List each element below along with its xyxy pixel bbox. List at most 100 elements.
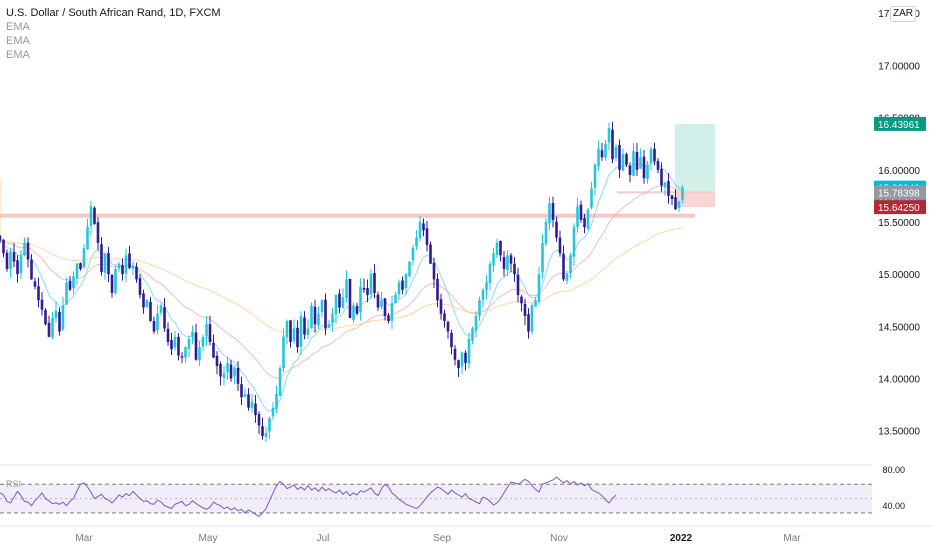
target-zone <box>675 123 715 193</box>
candle <box>152 316 156 334</box>
candle-body <box>159 305 163 313</box>
candle <box>261 417 264 440</box>
candle-body <box>383 298 387 316</box>
candle <box>348 278 352 319</box>
candle-body <box>604 143 607 158</box>
candle <box>604 139 607 161</box>
candle-body <box>355 306 359 314</box>
candle <box>299 311 303 356</box>
candle-body <box>534 300 537 307</box>
candle <box>576 198 579 233</box>
price-axis[interactable]: 17.5000017.0000016.5000016.0000015.50000… <box>878 9 920 437</box>
candle-body <box>674 197 677 210</box>
price-tag <box>874 200 926 215</box>
candle-body <box>194 332 198 360</box>
price-tick-label: 17.00000 <box>878 61 920 72</box>
candle-body <box>75 263 79 279</box>
candle <box>670 194 674 206</box>
candle-body <box>163 307 166 329</box>
candle <box>600 142 604 161</box>
candle <box>474 311 478 338</box>
indicator-ema-1[interactable]: EMA <box>6 21 30 33</box>
candle-body <box>222 373 226 378</box>
candle-body <box>152 321 156 332</box>
candle <box>404 272 408 295</box>
symbol-title[interactable]: U.S. Dollar / South African Rand, 1D, FX… <box>6 7 221 19</box>
candle-body <box>250 401 254 408</box>
candle <box>478 296 481 321</box>
candle <box>565 270 569 285</box>
candle <box>492 247 495 273</box>
candle-body <box>310 305 313 329</box>
candle <box>394 291 397 303</box>
candle-body <box>124 255 128 274</box>
candle <box>2 239 5 258</box>
candle <box>149 297 152 322</box>
indicator-ema-2[interactable]: EMA <box>6 35 30 47</box>
candle-body <box>72 276 75 289</box>
candle-body <box>187 338 191 349</box>
candle-body <box>516 274 520 296</box>
candle-body <box>478 300 481 316</box>
candle <box>72 271 75 295</box>
candle-body <box>390 303 394 321</box>
candle <box>12 243 16 268</box>
rsi-label[interactable]: RSI <box>6 479 22 489</box>
candle <box>425 221 429 252</box>
ema-fast-line <box>0 162 683 412</box>
candle <box>632 142 635 177</box>
candle <box>369 268 373 299</box>
candle-body <box>19 255 23 274</box>
candle <box>586 207 590 231</box>
candle-body <box>40 299 44 310</box>
candle <box>324 293 327 336</box>
candle-body <box>397 282 401 295</box>
candle <box>208 315 212 346</box>
candle <box>653 142 656 166</box>
candle-body <box>173 336 177 348</box>
candle-body <box>96 222 100 243</box>
candle <box>471 326 474 345</box>
candle <box>257 411 261 435</box>
candle-body <box>261 426 264 436</box>
candle <box>380 291 383 310</box>
candle-body <box>492 253 495 266</box>
candle <box>303 311 306 340</box>
candle <box>5 249 9 272</box>
candle-body <box>677 201 681 209</box>
candle-body <box>86 227 89 250</box>
price-tick-label: 15.00000 <box>878 270 920 281</box>
candle <box>135 262 138 283</box>
candle-body <box>296 327 299 348</box>
candle <box>579 200 583 223</box>
currency-badge[interactable]: ZAR <box>890 6 916 22</box>
time-axis[interactable]: Mar May Jul Sep Nov 2022 Mar <box>0 525 932 544</box>
candle-body <box>499 240 502 256</box>
position-tool[interactable] <box>617 123 715 208</box>
candle <box>47 315 51 338</box>
candle-body <box>408 261 411 277</box>
price-tag <box>874 116 926 131</box>
candle-body <box>527 314 530 332</box>
candle-body <box>145 300 149 307</box>
candle-body <box>135 266 138 280</box>
candle-body <box>509 255 513 264</box>
candle-body <box>429 244 432 264</box>
candle-body <box>219 364 222 377</box>
candle <box>621 148 625 172</box>
candle <box>254 394 257 423</box>
indicator-ema-3[interactable]: EMA <box>6 49 30 61</box>
candle <box>107 247 110 283</box>
candle <box>572 223 576 266</box>
candle-body <box>198 347 201 361</box>
candle <box>541 234 544 279</box>
candle-body <box>436 278 439 301</box>
candle-body <box>373 273 376 293</box>
candle-body <box>110 274 114 293</box>
candle <box>320 298 324 318</box>
candle-body <box>401 280 404 290</box>
candle <box>674 189 677 210</box>
candle-body <box>334 295 338 315</box>
candle-body <box>366 288 369 296</box>
